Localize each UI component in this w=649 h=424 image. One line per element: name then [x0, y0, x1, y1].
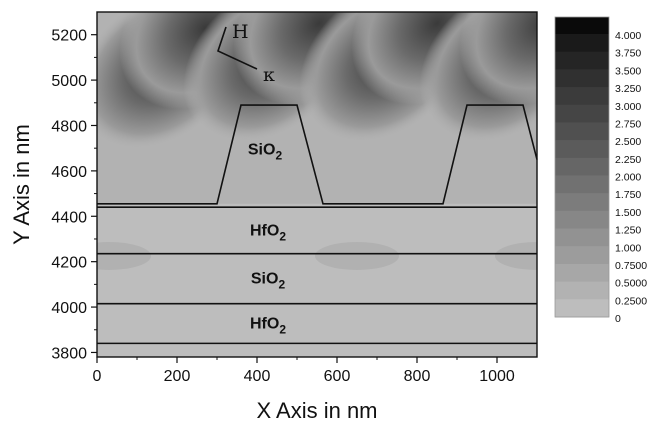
y-axis: 3800 4000 4200 4400 4600 4800 5000 5200	[51, 28, 97, 362]
field-ellipse	[495, 242, 537, 270]
colorbar-swatch	[555, 17, 609, 34]
x-tick-label: 800	[404, 368, 431, 385]
layer-label: HfO2	[250, 316, 286, 337]
y-tick-label: 4000	[51, 300, 87, 317]
colorbar-band	[555, 104, 609, 123]
colorbar-label: 3.250	[615, 83, 641, 95]
colorbar-band	[555, 157, 609, 176]
colorbar-band	[555, 51, 609, 70]
vector-annotation: Hκ	[217, 21, 275, 86]
x-tick-label: 400	[244, 368, 271, 385]
y-tick-label: 5200	[51, 28, 87, 45]
y-tick-label: 4400	[51, 209, 87, 226]
colorbar-label: 4.000	[615, 30, 641, 42]
colorbar-band	[555, 246, 609, 265]
x-tick-label: 1000	[479, 368, 515, 385]
colorbar-band	[555, 228, 609, 247]
x-tick-label: 0	[93, 368, 102, 385]
grating-label: SiO2	[248, 142, 283, 163]
colorbar-band	[555, 263, 609, 283]
colorbar-label: 1.500	[615, 207, 641, 219]
colorbar-label: 1.250	[615, 225, 641, 237]
layer-labels: HfO2 SiO2 HfO2 SiO2	[248, 142, 286, 337]
plot-area	[97, 12, 537, 357]
y-tick-label: 3800	[51, 345, 87, 362]
colorbar-label: 0.2500	[615, 295, 647, 307]
colorbar-label: 3.500	[615, 65, 641, 77]
colorbar-label: 1.750	[615, 189, 641, 201]
colorbar: 4.000 3.750 3.500 3.250 3.000 2.750 2.500 2.250…	[554, 16, 647, 325]
colorbar-label: 2.000	[615, 172, 641, 184]
field-lobe	[459, 12, 537, 105]
layer-label: SiO2	[251, 271, 286, 292]
colorbar-label: 2.750	[615, 118, 641, 130]
colorbar-label: 0	[615, 313, 621, 325]
colorbar-label: 0.7500	[615, 260, 647, 272]
y-tick-label: 4600	[51, 164, 87, 181]
h-vector-label: H	[232, 21, 249, 43]
y-tick-label: 4800	[51, 118, 87, 135]
x-axis-title: X Axis in nm	[256, 398, 377, 423]
k-vector-label: κ	[263, 64, 275, 86]
colorbar-band	[555, 175, 609, 194]
colorbar-band	[555, 193, 609, 212]
grating-outline	[97, 104, 538, 205]
layer-boundaries	[97, 206, 537, 345]
x-tick-label: 200	[164, 368, 191, 385]
colorbar-band	[555, 140, 609, 159]
y-tick-label: 5000	[51, 73, 87, 90]
plot-frame	[96, 11, 538, 358]
y-tick-label: 4200	[51, 255, 87, 272]
colorbar-label: 1.000	[615, 242, 641, 254]
colorbar-label: 0.5000	[615, 278, 647, 290]
x-axis: 0 200 400 600 800 1000	[93, 357, 515, 385]
colorbar-label: 2.500	[615, 136, 641, 148]
colorbar-label: 3.000	[615, 101, 641, 113]
colorbar-band	[555, 299, 609, 318]
colorbar-band	[555, 281, 609, 300]
colorbar-band	[555, 34, 609, 53]
field-ellipse	[97, 242, 151, 270]
frame	[96, 11, 538, 358]
colorbar-band	[555, 210, 609, 230]
colorbar-label: 2.250	[615, 154, 641, 166]
colorbar-label: 3.750	[615, 48, 641, 60]
colorbar-frame	[554, 16, 610, 318]
x-tick-label: 600	[324, 368, 351, 385]
layer-label: HfO2	[250, 222, 286, 243]
vector-arrows	[217, 26, 258, 70]
grating-profile	[97, 104, 538, 205]
field-ellipse	[315, 241, 399, 270]
y-axis-title: Y Axis in nm	[9, 124, 34, 245]
colorbar-band	[555, 87, 609, 106]
colorbar-band	[555, 69, 609, 88]
colorbar-band	[555, 122, 609, 141]
